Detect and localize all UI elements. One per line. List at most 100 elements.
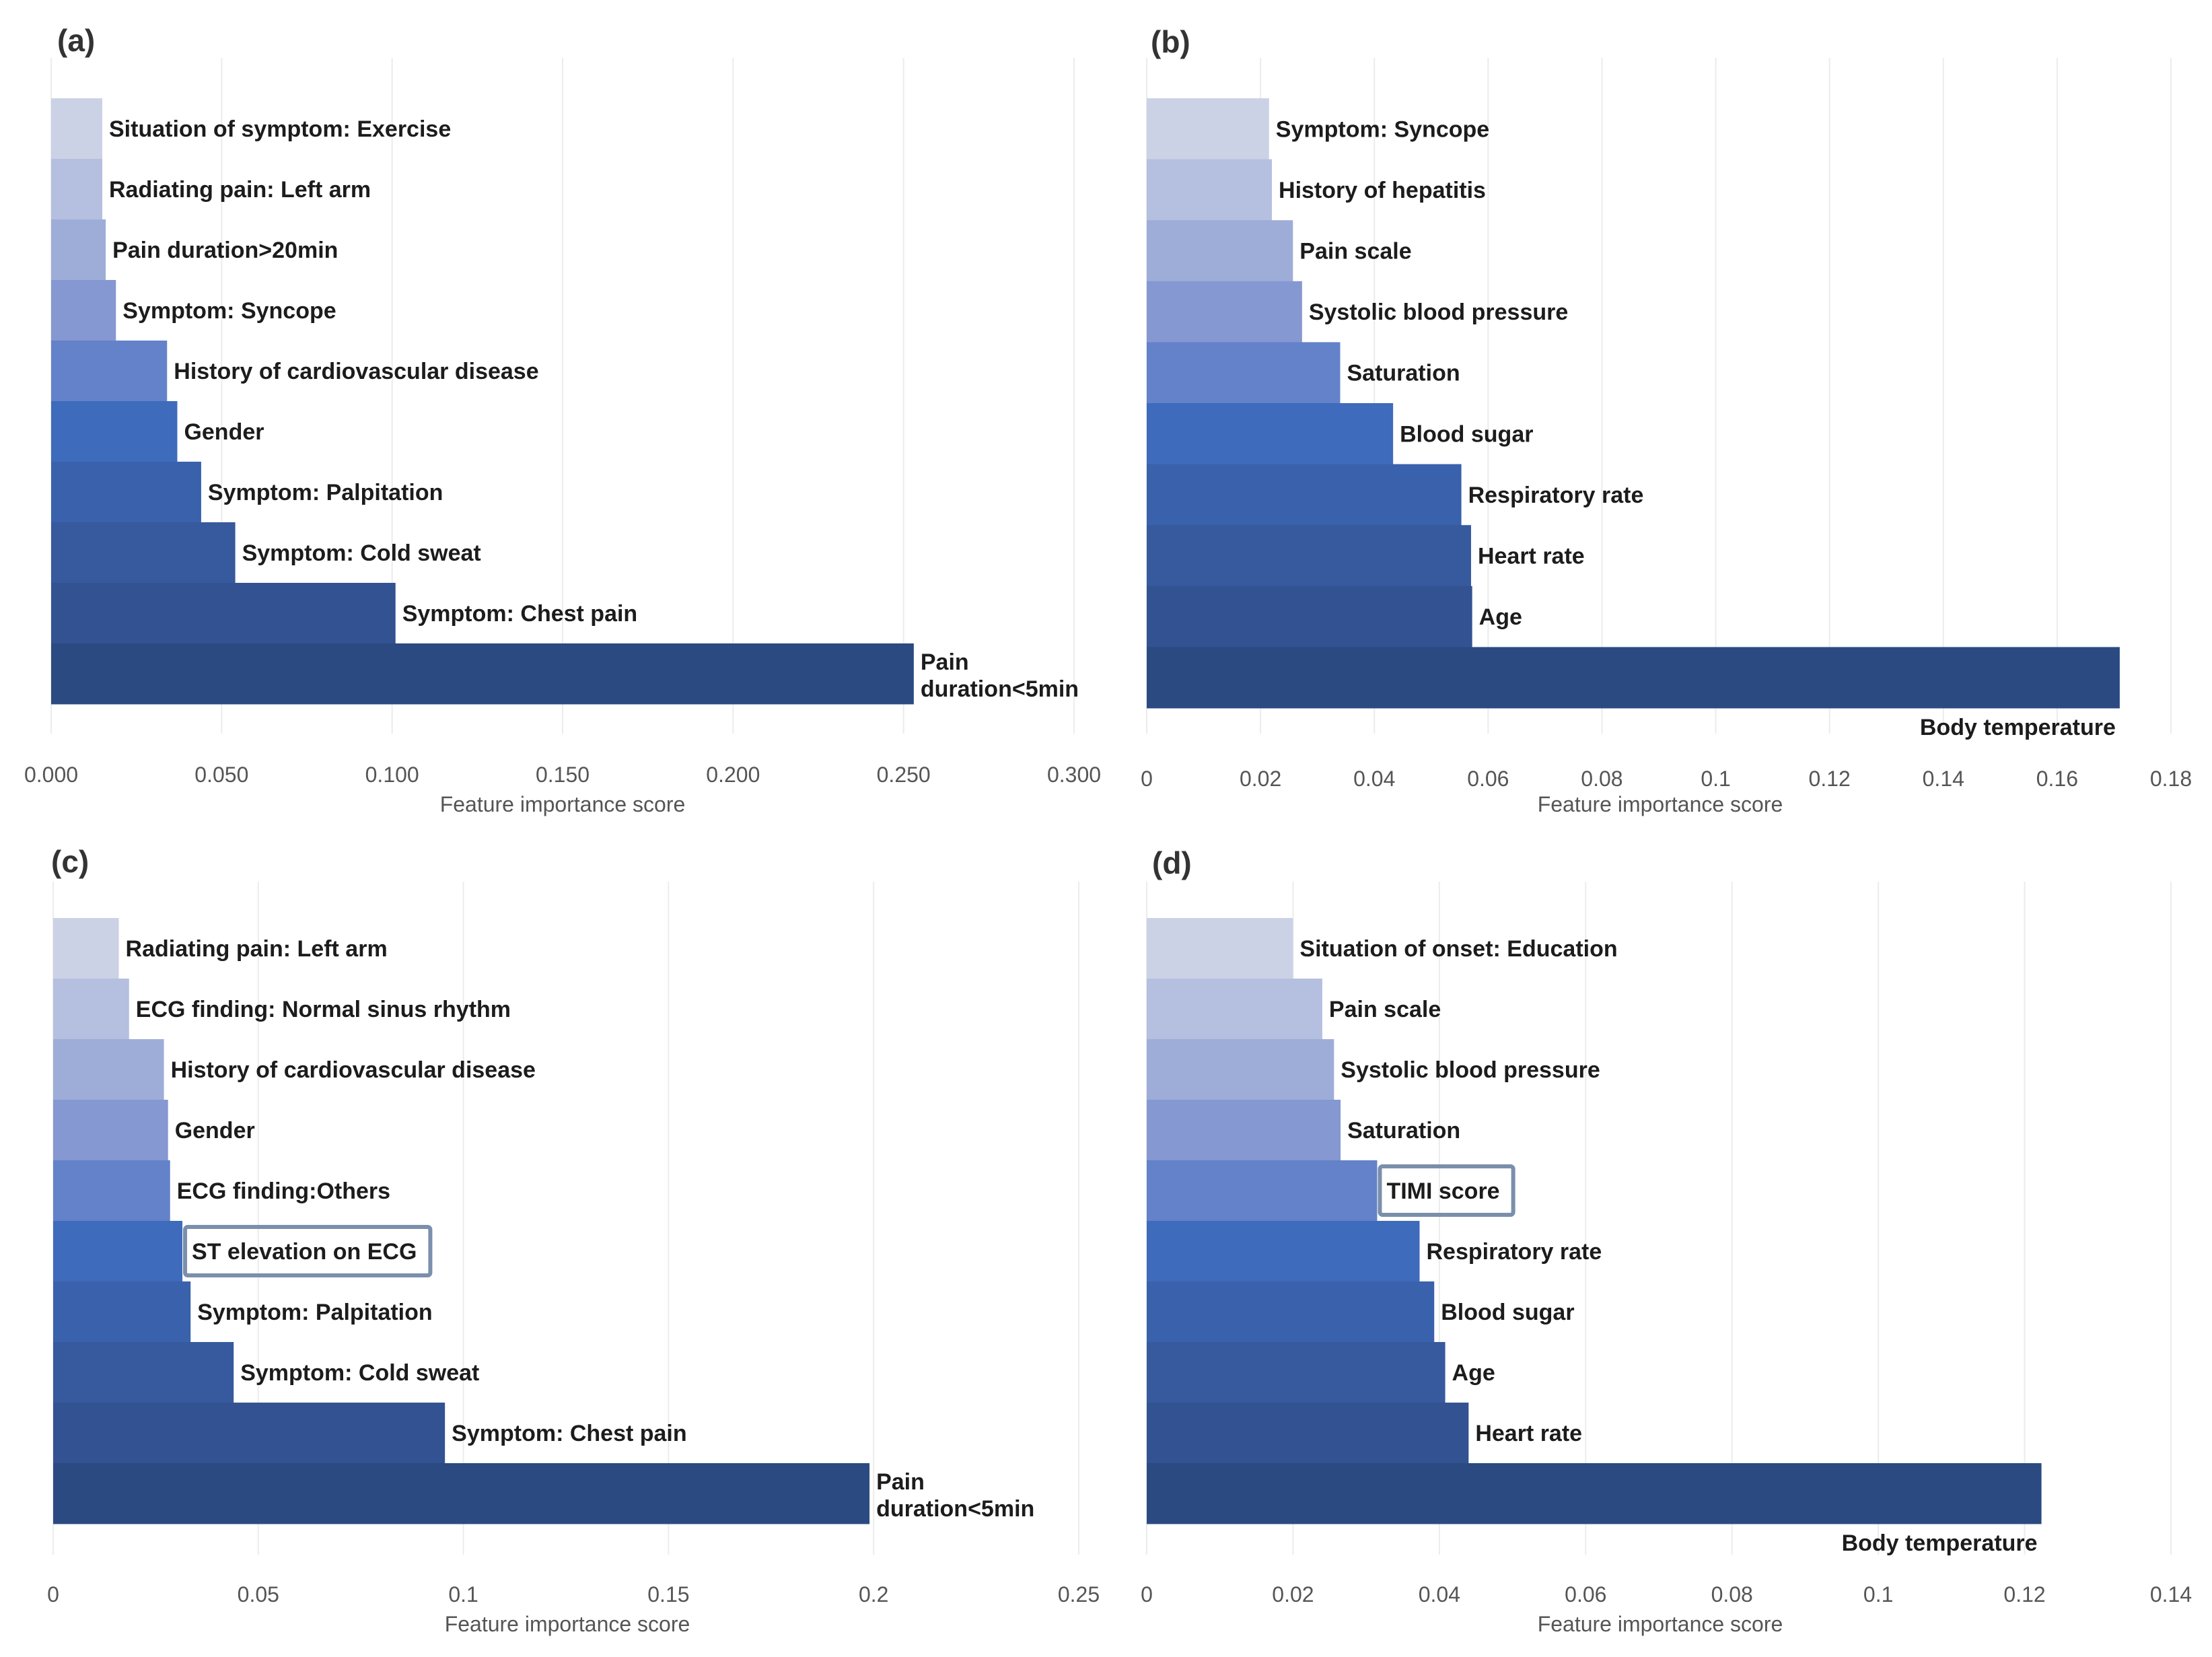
panel-c-bar-label: Radiating pain: Left arm [126,936,388,962]
panel-d-bar [1147,1100,1341,1161]
panel-d-letter: (d) [1152,845,1192,880]
panel-c-bar [53,1100,168,1161]
panel-b-x-axis-title: Feature importance score [1538,792,1783,816]
panel-c-bar [53,1221,183,1282]
panel-c-bar-label: Gender [175,1118,255,1143]
panel-c-bar [53,1160,170,1222]
panel-a: (a) Feature importance score 0.000 0.050 0… [24,23,1101,816]
panel-c-bar-label: Symptom: Cold sweat [240,1360,479,1386]
panel-b-bar [1147,220,1293,282]
panel-d-bar [1147,1403,1469,1464]
panel-b-x-tick-label: 0.1 [1701,767,1730,791]
panel-a-bar-label: Pain duration>20min [112,238,338,263]
panel-d-bar-label: Heart rate [1475,1421,1582,1446]
panel-d-bar-label: Pain scale [1329,997,1441,1022]
panel-a-bar [51,643,914,705]
panel-b-bar [1147,647,2120,709]
panel-d-bar-label: Body temperature [1842,1530,2038,1556]
panel-a-x-tick-label: 0.250 [877,763,931,787]
panel-c-x-tick-label: 0.25 [1058,1582,1100,1607]
panel-a-x-tick-label: 0.050 [194,763,248,787]
panel-a-bar-label: Radiating pain: Left arm [109,177,371,203]
panel-d-x-tick-label: 0.12 [2003,1582,2045,1607]
panel-c-highlight-box [183,1225,433,1277]
panel-a-bar-label: Symptom: Chest pain [402,601,637,627]
panel-d-bar-label: Age [1452,1360,1495,1386]
panel-d-x-tick-label: 0.04 [1419,1582,1460,1607]
panel-a-gridlines [50,58,1075,734]
panel-a-x-tick-label: 0.150 [536,763,590,787]
panel-d-bar-label: Respiratory rate [1427,1239,1602,1265]
panel-a-bar [51,159,102,220]
panel-b-x-tick-label: 0.18 [2150,767,2192,791]
panel-c-bar [53,1463,870,1524]
panel-c-bar-label: ECG finding: Normal sinus rhythm [136,997,511,1022]
panel-d-x-tick-label: 0.02 [1272,1582,1314,1607]
panel-a-bar-label: Gender [184,419,264,445]
panel-b-x-tick-label: 0.04 [1353,767,1395,791]
panel-d-bar [1147,979,1322,1040]
panel-b-bar-label: Pain scale [1299,239,1411,265]
panel-c-bar-label: ECG finding:Others [177,1178,390,1204]
panel-c-bar [53,1403,445,1464]
panel-d-bar [1147,1342,1446,1403]
panel-b-bar-label: Age [1479,604,1522,630]
panel-b-bar-label: Symptom: Syncope [1276,116,1489,142]
panel-b-bar-label: Systolic blood pressure [1309,299,1568,325]
panel-d-bar [1147,1039,1334,1100]
panel-c-bar-label: ST elevation on ECG [192,1239,417,1265]
panel-c-x-axis-title: Feature importance score [445,1612,690,1636]
panel-d-x-tick-label: 0 [1141,1582,1153,1607]
panel-c-bar [53,979,129,1040]
panel-b-x-tick-label: 0.14 [1923,767,1964,791]
panel-b-bar [1147,586,1472,647]
panel-b: (b) Feature importance score 0 0.02 0.04 0.… [1141,24,2192,816]
panel-c-bar-label: Symptom: Palpitation [197,1300,432,1325]
panel-d-bar-label: Situation of onset: Education [1299,936,1617,962]
panel-b-bar [1147,464,1462,526]
panel-b-bar [1147,525,1471,587]
panel-b-bar-label: Blood sugar [1400,421,1533,447]
panel-a-x-tick-label: 0.000 [24,763,78,787]
panel-a-bar-label: Situation of symptom: Exercise [109,116,451,142]
panel-a-bar [51,462,201,523]
panel-b-x-tick-label: 0 [1141,767,1153,791]
panel-a-x-tick-label: 0.100 [365,763,419,787]
panel-b-bar-label: Saturation [1347,361,1460,386]
panel-a-bar [51,522,236,584]
panel-d-bar-label: TIMI score [1386,1178,1499,1204]
panel-b-x-tick-label: 0.12 [1809,767,1851,791]
panel-b-bar [1147,281,1302,343]
panel-d-bar [1147,1463,2042,1524]
panel-b-bar-label: Heart rate [1478,544,1585,569]
panel-c-bar [53,918,119,979]
panel-b-bar-label: History of hepatitis [1279,178,1486,203]
panel-c-bar [53,1039,164,1100]
panel-b-x-tick-label: 0.02 [1240,767,1281,791]
panel-d-bar [1147,1281,1435,1343]
panel-a-bar [51,98,102,160]
panel-a-letter: (a) [57,23,95,58]
panel-a-bar-label: Symptom: Cold sweat [242,540,481,566]
panel-a-bar-label: Pain duration<5min [921,649,1079,702]
panel-c-x-tick-label: 0.05 [238,1582,279,1607]
panel-d-bar [1147,1221,1420,1282]
panel-c: (c) Feature importance score 0 0.05 0.1 0.1… [47,844,1100,1636]
panel-b-bar-label: Body temperature [1920,715,2116,740]
panel-a-bar [51,280,116,341]
panel-a-x-tick-label: 0.200 [706,763,760,787]
panel-d-bar-label: Systolic blood pressure [1341,1057,1600,1083]
panel-c-bar-label: History of cardiovascular disease [171,1057,536,1083]
panel-c-x-tick-label: 0.15 [647,1582,689,1607]
panel-b-bar [1147,342,1341,404]
panel-a-x-tick-label: 0.300 [1047,763,1101,787]
panel-c-letter: (c) [51,844,89,879]
panel-d-highlight-box [1378,1164,1515,1217]
panel-c-bar-label: Symptom: Chest pain [452,1421,686,1446]
panel-b-x-tick-label: 0.06 [1467,767,1509,791]
panel-a-bar-label: Symptom: Palpitation [208,480,443,505]
panel-b-letter: (b) [1151,24,1190,59]
panel-d-x-axis-title: Feature importance score [1538,1612,1783,1636]
panel-d-x-tick-label: 0.14 [2150,1582,2192,1607]
